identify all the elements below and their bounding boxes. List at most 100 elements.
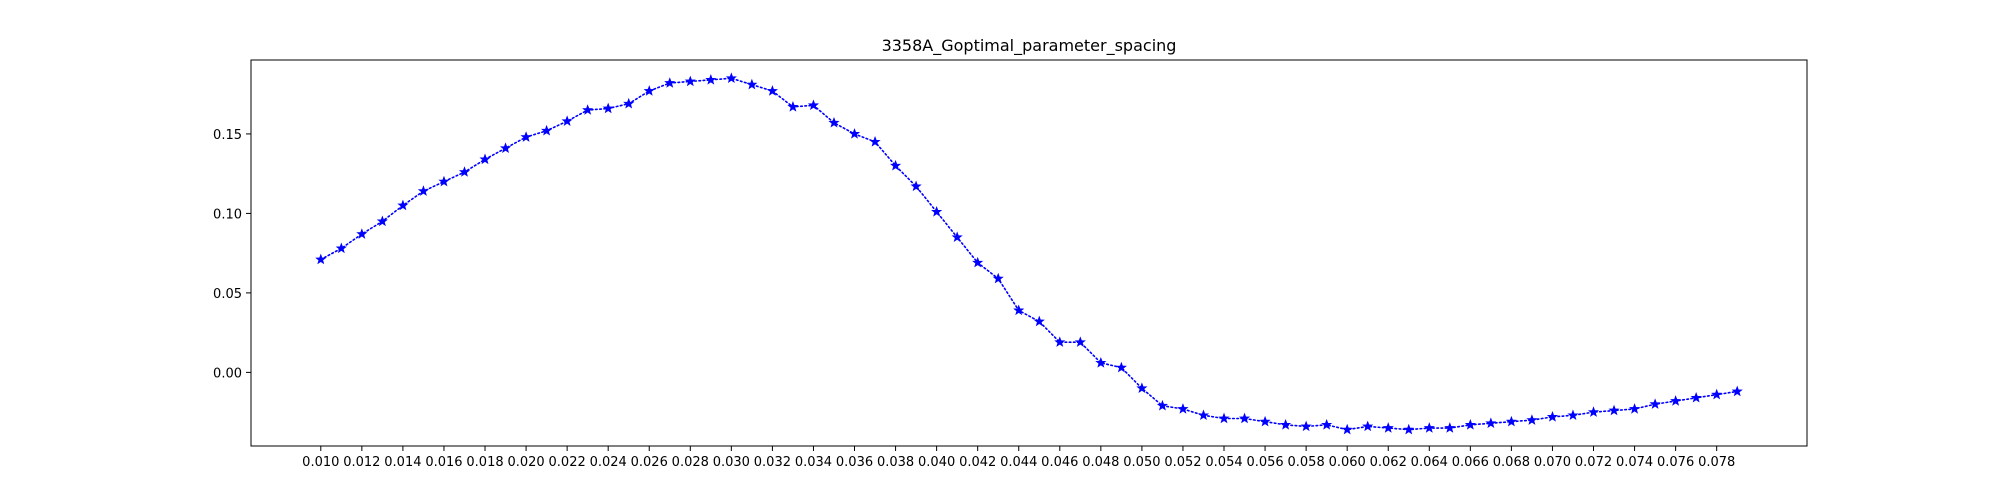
data-point <box>438 175 450 187</box>
x-tick-label: 0.044 <box>1000 455 1037 470</box>
y-tick-label: 0.05 <box>213 287 242 302</box>
data-point <box>499 142 512 153</box>
x-tick-label: 0.046 <box>1041 455 1078 470</box>
x-tick-label: 0.050 <box>1123 455 1160 470</box>
x-tick-label: 0.032 <box>754 455 791 470</box>
data-point <box>664 77 676 88</box>
data-point <box>1362 420 1374 432</box>
data-point <box>684 75 696 87</box>
y-axis: 0.00 0.05 0.10 0.15 <box>213 128 251 381</box>
data-point <box>643 85 655 96</box>
data-point <box>541 124 553 136</box>
data-point <box>1731 385 1743 397</box>
data-point <box>848 128 861 139</box>
data-point <box>1280 419 1292 430</box>
data-point <box>1567 409 1579 421</box>
data-point <box>1464 419 1476 430</box>
data-point <box>417 185 430 196</box>
x-tick-label: 0.058 <box>1288 455 1325 470</box>
x-tick-label: 0.030 <box>713 455 750 470</box>
data-point <box>1259 415 1271 427</box>
data-point <box>1095 356 1107 368</box>
data-point <box>1711 388 1723 400</box>
data-point <box>1321 419 1333 430</box>
data-point <box>1485 417 1497 429</box>
x-tick-label: 0.034 <box>795 455 832 470</box>
x-tick-label: 0.076 <box>1657 455 1694 470</box>
x-tick-label: 0.040 <box>918 455 955 470</box>
x-tick-label: 0.052 <box>1164 455 1201 470</box>
data-point <box>479 153 491 165</box>
data-point <box>972 256 984 268</box>
data-point <box>1649 398 1661 409</box>
x-tick-label: 0.038 <box>877 455 914 470</box>
series-line <box>319 77 1739 431</box>
x-tick-label: 0.016 <box>425 455 462 470</box>
y-tick-label: 0.10 <box>213 207 242 222</box>
data-point <box>561 115 573 126</box>
x-tick-label: 0.072 <box>1575 455 1612 470</box>
x-tick-label: 0.068 <box>1493 455 1530 470</box>
data-point <box>807 99 820 111</box>
x-tick-label: 0.012 <box>343 455 380 470</box>
series-group <box>315 72 1743 435</box>
x-tick-label: 0.064 <box>1411 455 1448 470</box>
data-point <box>828 116 840 128</box>
data-point <box>931 205 943 217</box>
data-point <box>746 78 758 90</box>
x-tick-label: 0.042 <box>959 455 996 470</box>
data-point <box>725 72 737 84</box>
x-tick-label: 0.010 <box>302 455 339 470</box>
data-point <box>951 231 963 243</box>
x-axis: 0.010 0.012 0.014 0.016 0.018 0.020 0.022 0.024… <box>302 446 1735 470</box>
plot-area-frame <box>250 59 1808 447</box>
data-point <box>1033 315 1045 327</box>
data-point <box>910 180 922 192</box>
data-point <box>376 215 388 227</box>
data-point <box>992 272 1004 284</box>
chart-title: 3358A_Goptimal_parameter_spacing <box>882 36 1177 56</box>
data-point <box>1013 304 1025 316</box>
data-point <box>1382 422 1394 433</box>
data-point <box>889 159 902 171</box>
data-point <box>1587 406 1600 417</box>
data-point <box>315 253 327 265</box>
x-tick-label: 0.054 <box>1205 455 1242 470</box>
data-point <box>1177 403 1189 414</box>
y-tick-label: 0.00 <box>213 366 242 381</box>
data-point <box>1136 382 1148 394</box>
y-tick-label: 0.15 <box>213 128 242 143</box>
data-point <box>1670 395 1682 406</box>
data-point <box>1197 409 1210 421</box>
data-point <box>458 166 471 177</box>
data-point <box>602 102 614 114</box>
x-tick-label: 0.036 <box>836 455 873 470</box>
data-point <box>1546 411 1559 422</box>
data-point <box>1115 361 1127 373</box>
data-point <box>1628 403 1641 414</box>
data-point <box>766 85 778 96</box>
data-point <box>1690 391 1702 403</box>
x-tick-label: 0.022 <box>549 455 586 470</box>
x-tick-label: 0.048 <box>1082 455 1119 470</box>
data-point <box>1300 420 1312 432</box>
x-tick-label: 0.070 <box>1534 455 1571 470</box>
data-point <box>1423 422 1435 433</box>
data-point <box>1341 423 1353 435</box>
data-point <box>1505 415 1517 427</box>
x-tick-label: 0.078 <box>1698 455 1735 470</box>
x-tick-label: 0.056 <box>1246 455 1283 470</box>
data-point <box>1403 423 1415 435</box>
data-point <box>1156 399 1169 411</box>
data-point <box>1444 422 1456 433</box>
data-point <box>1074 336 1086 347</box>
x-tick-label: 0.062 <box>1370 455 1407 470</box>
data-point <box>356 228 368 239</box>
data-point <box>623 97 635 109</box>
x-tick-label: 0.074 <box>1616 455 1653 470</box>
x-tick-label: 0.028 <box>672 455 709 470</box>
data-point <box>787 101 799 112</box>
data-point <box>1608 404 1620 416</box>
x-tick-label: 0.020 <box>507 455 544 470</box>
